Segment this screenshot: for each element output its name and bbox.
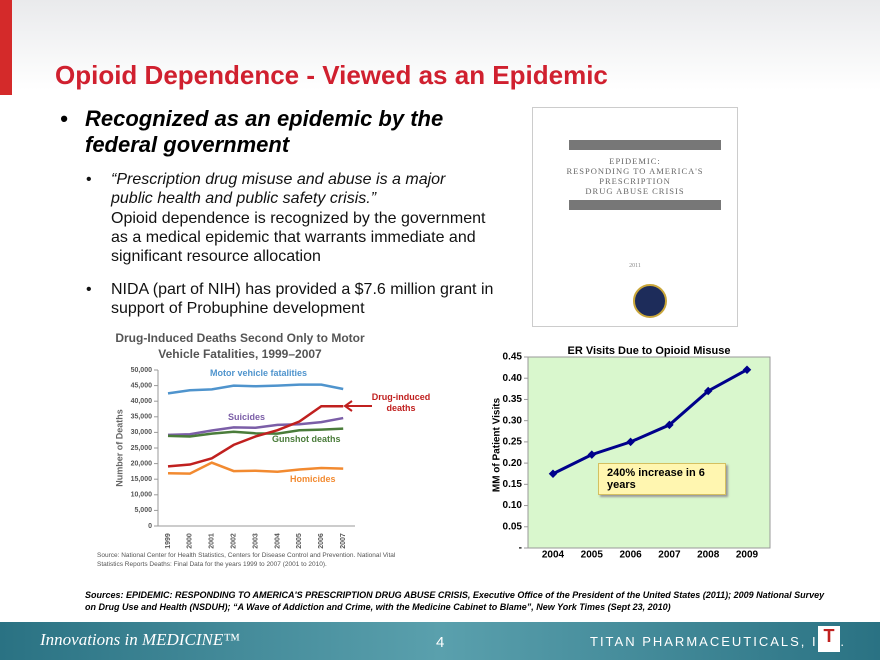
- series-line: [167, 461, 344, 475]
- x-tick-label: 2006: [318, 533, 325, 549]
- x-tick-label: 2001: [209, 533, 216, 549]
- x-tick-label: 2004: [274, 533, 281, 549]
- x-tick-label: 2000: [187, 533, 194, 549]
- marker: [665, 420, 674, 430]
- bullet-dot: •: [60, 106, 68, 131]
- cover-line: PRESCRIPTION: [599, 176, 671, 186]
- y-tick-label: 0.20: [503, 458, 523, 469]
- y-tick-label: 0.35: [503, 394, 523, 405]
- footer-tagline: Innovations in MEDICINE™: [40, 630, 240, 649]
- series-label: Drug-induced deaths: [371, 392, 431, 413]
- chart-title: ER Visits Due to Opioid Misuse: [567, 345, 731, 357]
- x-tick-label: 2005: [581, 550, 604, 561]
- y-tick-label: 0.15: [503, 479, 523, 490]
- logo: T: [818, 626, 840, 652]
- marker: [548, 469, 558, 478]
- y-tick-label: 45,000: [131, 382, 153, 389]
- series-line: [167, 404, 344, 468]
- marker: [626, 437, 635, 447]
- cover-text: EPIDEMIC: RESPONDING TO AMERICA'S PRESCR…: [533, 156, 737, 196]
- y-axis-label: MM of Patient Visits: [492, 397, 503, 492]
- sub-bullet: “Prescription drug misuse and abuse is a…: [111, 171, 446, 207]
- y-tick-label: 20,000: [131, 460, 153, 467]
- cover-bar: [569, 200, 721, 210]
- x-tick-label: 1999: [165, 533, 172, 549]
- y-tick-label: 50,000: [131, 367, 153, 374]
- series-line: [167, 416, 344, 437]
- accent-bar: [0, 0, 12, 95]
- series-label: Gunshot deaths: [272, 434, 341, 444]
- series-label: Homicides: [290, 474, 336, 484]
- plot-area: [527, 356, 771, 549]
- x-tick-label: 2008: [697, 550, 720, 561]
- y-tick-label: 0.10: [503, 500, 523, 511]
- cover-bar: [569, 140, 721, 150]
- report-cover: EPIDEMIC: RESPONDING TO AMERICA'S PRESCR…: [532, 107, 738, 327]
- y-tick-label: -: [519, 543, 522, 554]
- y-tick-label: 35,000: [131, 414, 153, 421]
- y-tick-label: 15,000: [131, 476, 153, 483]
- marker: [703, 386, 713, 396]
- y-tick-label: 40,000: [131, 398, 153, 405]
- y-tick-label: 0.30: [503, 415, 523, 426]
- series-label: Motor vehicle fatalities: [210, 368, 308, 378]
- y-tick-label: 5,000: [134, 507, 152, 514]
- footer: Innovations in MEDICINE™ 4 TITAN PHARMAC…: [0, 622, 880, 660]
- chart-source: Source: National Center for Health Stati…: [97, 552, 396, 568]
- slide-title: Opioid Dependence - Viewed as an Epidemi…: [55, 60, 608, 90]
- y-tick-label: 0.05: [503, 521, 523, 532]
- x-tick-label: 2004: [542, 550, 565, 561]
- x-tick-label: 2007: [340, 533, 347, 549]
- x-tick-label: 2002: [231, 533, 238, 549]
- series-line: [167, 427, 344, 438]
- cover-line: RESPONDING TO AMERICA'S: [566, 166, 704, 176]
- sub-bullet: NIDA (part of NIH) has provided a $7.6 m…: [111, 281, 494, 317]
- footer-company: TITAN PHARMACEUTICALS, INC.: [590, 634, 847, 649]
- y-tick-label: 30,000: [131, 429, 153, 436]
- bullet-dot: •: [86, 281, 92, 298]
- marker: [742, 365, 752, 374]
- x-tick-label: 2006: [619, 550, 642, 561]
- y-tick-label: 0: [148, 523, 152, 530]
- series-line: [167, 383, 344, 395]
- y-tick-label: 10,000: [131, 492, 153, 499]
- sources: Sources: EPIDEMIC: RESPONDING TO AMERICA…: [85, 590, 825, 612]
- y-axis-label: Number of Deaths: [114, 409, 124, 487]
- chart-title: Drug-Induced Deaths Second Only to Motor…: [115, 331, 365, 361]
- cover-line: DRUG ABUSE CRISIS: [585, 186, 685, 196]
- annotation: 240% increase in 6 years: [598, 463, 726, 495]
- paragraph: Opioid dependence is recognized by the g…: [111, 210, 486, 265]
- x-tick-label: 2005: [296, 533, 303, 549]
- bullet-dot: •: [86, 171, 92, 188]
- series-label: Suicides: [228, 412, 266, 422]
- page-number: 4: [436, 634, 445, 651]
- x-tick-label: 2009: [736, 550, 759, 561]
- series-line: [552, 368, 748, 476]
- y-tick-label: 0.40: [503, 373, 523, 384]
- arrow: [343, 400, 372, 412]
- bullet: Recognized as an epidemic by the federal…: [85, 106, 444, 157]
- y-tick-label: 0.25: [503, 437, 523, 448]
- x-tick-label: 2007: [658, 550, 681, 561]
- cover-line: EPIDEMIC:: [609, 156, 661, 166]
- seal: [633, 284, 667, 318]
- marker: [587, 450, 597, 459]
- y-tick-label: 0.45: [503, 352, 523, 363]
- cover-year: 2011: [629, 263, 641, 269]
- y-tick-label: 25,000: [131, 445, 153, 452]
- charts: Number of Deaths MM of Patient Visits 0 5…: [114, 352, 771, 561]
- x-tick-label: 2003: [252, 533, 259, 549]
